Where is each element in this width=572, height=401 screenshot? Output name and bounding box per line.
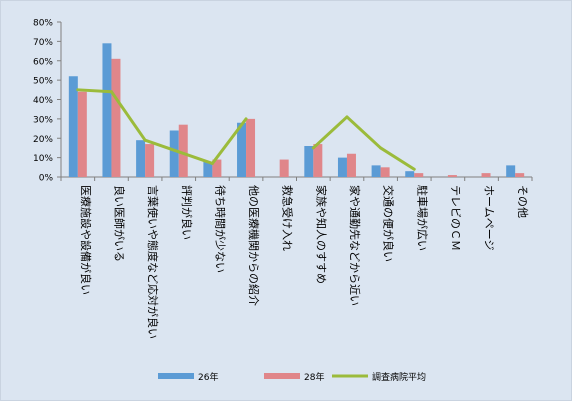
average-line-segment: [379, 146, 416, 171]
bar-26年: [237, 122, 247, 177]
bar-28年: [447, 175, 457, 177]
category-label: テレビのＣＭ: [449, 185, 462, 251]
bar-28年: [346, 153, 356, 177]
x-axis-labels: 医療施設や設備が良い 良い医師がいる 言葉使いや態度など応対が良い 評判が良い 待ち時間…: [79, 185, 529, 339]
bar-28年: [145, 144, 155, 177]
legend-swatch: [158, 373, 194, 379]
average-line-segment: [345, 115, 383, 150]
average-line-segment: [210, 117, 248, 165]
y-tick-label: 20%: [33, 135, 53, 145]
bar-28年: [515, 173, 525, 177]
bar-26年: [203, 161, 213, 177]
bar-28年: [414, 173, 424, 177]
bar-28年: [481, 173, 491, 177]
category-label: 良い医師がいる: [112, 185, 126, 262]
legend-label: 26年: [198, 371, 218, 383]
category-label: 言葉使いや態度など応対が良い: [146, 185, 160, 339]
category-label: 駐車場が広い: [415, 185, 429, 251]
bar-28年: [212, 159, 222, 177]
average-line-segment: [76, 88, 113, 94]
average-line: [76, 88, 416, 171]
y-tick-label: 60%: [33, 57, 53, 67]
bar-28年: [77, 91, 87, 177]
bar-28年: [279, 159, 289, 177]
y-tick-label: 30%: [33, 115, 53, 125]
category-label: 交通の便が良い: [382, 185, 396, 262]
bar-26年: [371, 165, 381, 177]
y-tick-label: 10%: [33, 154, 53, 164]
bar-26年: [102, 43, 112, 177]
legend-swatch: [264, 373, 300, 379]
category-label: ホームページ: [483, 185, 496, 250]
bar-26年: [337, 157, 347, 177]
average-line-segment: [311, 115, 349, 150]
legend-label: 28年: [304, 371, 324, 383]
legend: 26年 28年 調査病院平均: [158, 371, 426, 383]
legend-label: 調査病院平均: [372, 371, 426, 383]
category-label: その他: [516, 185, 529, 218]
bars: [68, 43, 525, 177]
bar-26年: [506, 165, 516, 177]
bar-26年: [405, 171, 415, 177]
category-label: 他の医療機関からの紹介: [247, 185, 261, 306]
bar-28年: [246, 118, 256, 177]
category-label: 評判が良い: [180, 185, 194, 240]
category-label: 家や通勤先などから近い: [348, 185, 362, 306]
bar-26年: [169, 130, 179, 177]
category-label: 待ち時間が少ない: [213, 185, 227, 273]
category-label: 医療施設や設備が良い: [79, 185, 93, 295]
bar-28年: [178, 124, 188, 177]
category-label: 家族や知人のすすめ: [314, 185, 328, 284]
y-tick-label: 70%: [33, 38, 53, 48]
y-tick-label: 0%: [39, 174, 54, 184]
y-tick-label: 80%: [33, 19, 53, 29]
bar-26年: [304, 146, 314, 177]
bar-28年: [380, 167, 390, 177]
average-line-segment: [109, 90, 147, 142]
bar-28年: [313, 144, 323, 177]
category-label: 救急受け入れ: [281, 185, 295, 251]
average-line-segment: [143, 138, 181, 154]
bar-26年: [136, 140, 146, 177]
average-line-segment: [177, 150, 214, 165]
y-tick-label: 50%: [33, 77, 53, 87]
bar-26年: [68, 76, 78, 177]
bar-28年: [111, 58, 121, 177]
y-tick-label: 40%: [33, 96, 53, 106]
